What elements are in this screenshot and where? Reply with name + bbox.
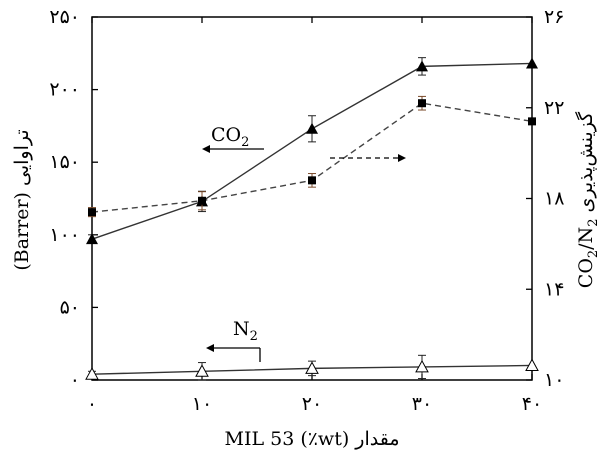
co2-data-point <box>526 57 538 69</box>
right-y-axis-title: CO2/N2 گزینش‌پذیری <box>574 111 601 288</box>
n2-data-point <box>85 367 99 380</box>
plot-frame <box>91 16 533 381</box>
selectivity-data-point <box>528 117 536 126</box>
co2-data-point <box>306 122 318 134</box>
right-y-tick-label: ۱۴ <box>544 278 564 300</box>
right-y-tick-label: ۲۲ <box>544 97 564 119</box>
right-y-tick-label: ۲۶ <box>544 6 564 28</box>
co2-data-point <box>86 233 98 245</box>
n2-annotation-label: N2 <box>233 318 258 344</box>
right-y-tick-label: ۱۰ <box>544 369 564 391</box>
x-tick-label: ۳۰ <box>412 393 432 415</box>
selectivity-data-point <box>88 208 96 217</box>
n2-annotation-arrowhead <box>206 344 214 352</box>
left-y-axis-title: تراوایی (Barrer) <box>11 129 33 270</box>
left-y-tick-label: ۰ <box>70 369 80 391</box>
n2-data-point <box>305 361 319 374</box>
n2-data-point <box>195 364 209 377</box>
ticks-layer: ۰ ۱۰ ۲۰ ۳۰ ۴۰ ۰ ۵۰ ۱۰۰ ۱۵۰ ۲۰۰ ۲۵۰ ۱۰ ۱۴ ۱۸ ۲۲ ۲۶ <box>49 6 564 415</box>
x-tick-label: ۰ <box>87 393 97 415</box>
x-axis-title: مقدار MIL 53 (٪wt) <box>224 428 399 450</box>
selectivity-data-point <box>198 196 206 205</box>
left-y-tick-label: ۱۵۰ <box>49 151 80 173</box>
series-layer <box>85 57 539 381</box>
co2-annotation-arrowhead <box>202 145 210 153</box>
right-y-tick-label: ۱۸ <box>544 188 564 210</box>
x-tick-label: ۱۰ <box>192 393 212 415</box>
x-tick-label: ۲۰ <box>302 393 322 415</box>
left-y-tick-label: ۵۰ <box>60 296 80 318</box>
selectivity-data-point <box>308 176 316 185</box>
x-tick-label: ۴۰ <box>522 393 542 415</box>
co2-series-line <box>91 62 533 240</box>
n2-data-point <box>525 358 539 371</box>
selectivity-annotation-arrowhead <box>398 154 406 162</box>
left-y-tick-label: ۲۰۰ <box>49 79 80 101</box>
left-y-tick-label: ۲۵۰ <box>49 6 80 28</box>
left-y-tick-label: ۱۰۰ <box>49 224 80 246</box>
n2-data-point <box>415 359 429 373</box>
co2-annotation-label: CO2 <box>211 124 249 150</box>
selectivity-data-point <box>418 99 426 108</box>
annotation-layer: CO2 N2 <box>202 124 406 362</box>
co2-data-point <box>416 60 428 72</box>
